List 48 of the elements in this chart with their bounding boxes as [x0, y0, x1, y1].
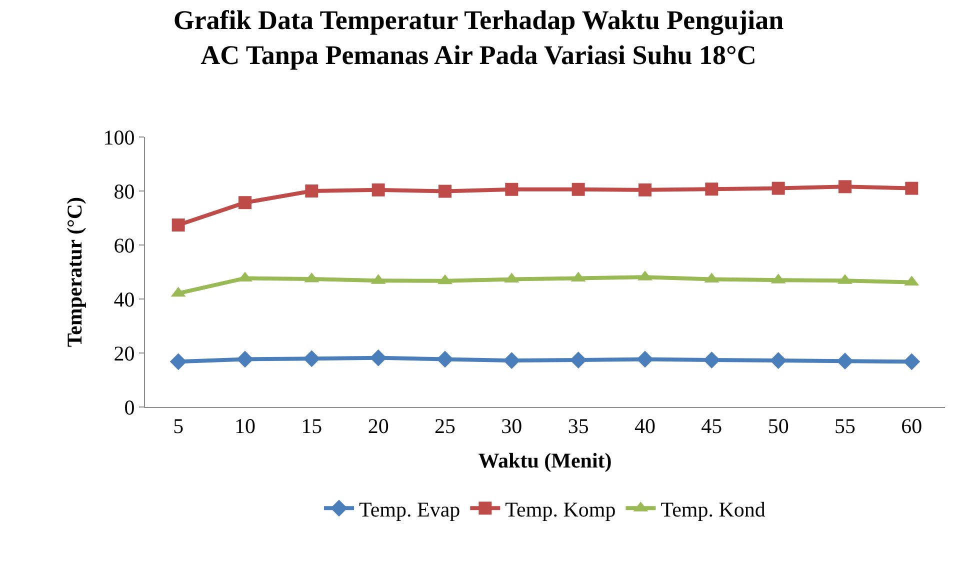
point — [703, 352, 720, 368]
point — [572, 182, 585, 196]
point — [236, 350, 254, 368]
x-tick-label: 60 — [901, 414, 922, 438]
x-tick-label: 30 — [501, 414, 522, 438]
y-tick-label: 100 — [103, 125, 135, 150]
point — [238, 196, 252, 210]
x-tick-label: 5 — [173, 414, 184, 438]
chart-title: Grafik Data Temperatur Terhadap Waktu Pengujian AC Tanpa Pemanas Air Pada Variasi Suhu 18°C — [173, 4, 784, 70]
point — [370, 349, 387, 366]
x-tick-label: 10 — [234, 414, 256, 438]
y-tick-label: 60 — [114, 233, 135, 258]
point — [170, 353, 187, 370]
point — [638, 183, 652, 196]
x-tick-label: 40 — [634, 414, 656, 438]
x-tick-label: 25 — [434, 414, 456, 438]
point — [636, 350, 654, 368]
x-tick-label: 15 — [301, 414, 322, 438]
legend-label: Temp. Kond — [660, 497, 766, 522]
point — [770, 352, 787, 370]
y-tick-label: 20 — [114, 341, 135, 366]
point — [570, 352, 587, 368]
point — [172, 218, 185, 232]
y-tick-label: 0 — [124, 395, 135, 420]
point — [438, 184, 452, 198]
point — [905, 182, 918, 195]
y-tick-label: 80 — [114, 179, 135, 204]
point — [305, 184, 318, 198]
x-tick-label: 45 — [701, 414, 722, 438]
point — [903, 353, 920, 370]
x-axis-title: Waktu (Menit) — [478, 448, 612, 472]
point — [436, 350, 454, 368]
point — [372, 183, 385, 196]
legend-label: Temp. Komp — [505, 497, 616, 522]
point — [503, 352, 520, 370]
y-axis-title: Temperatur (°C) — [62, 196, 86, 348]
x-tick-label: 55 — [834, 414, 856, 438]
x-tick-label: 35 — [568, 414, 589, 438]
point — [505, 182, 518, 196]
point — [705, 182, 718, 196]
y-tick-label: 40 — [114, 287, 135, 312]
point — [303, 350, 320, 368]
point — [836, 352, 854, 370]
point — [838, 180, 852, 194]
x-tick-label: 50 — [768, 414, 789, 438]
point — [772, 182, 785, 195]
x-tick-label: 20 — [368, 414, 389, 438]
legend-label: Temp. Evap — [359, 497, 460, 522]
